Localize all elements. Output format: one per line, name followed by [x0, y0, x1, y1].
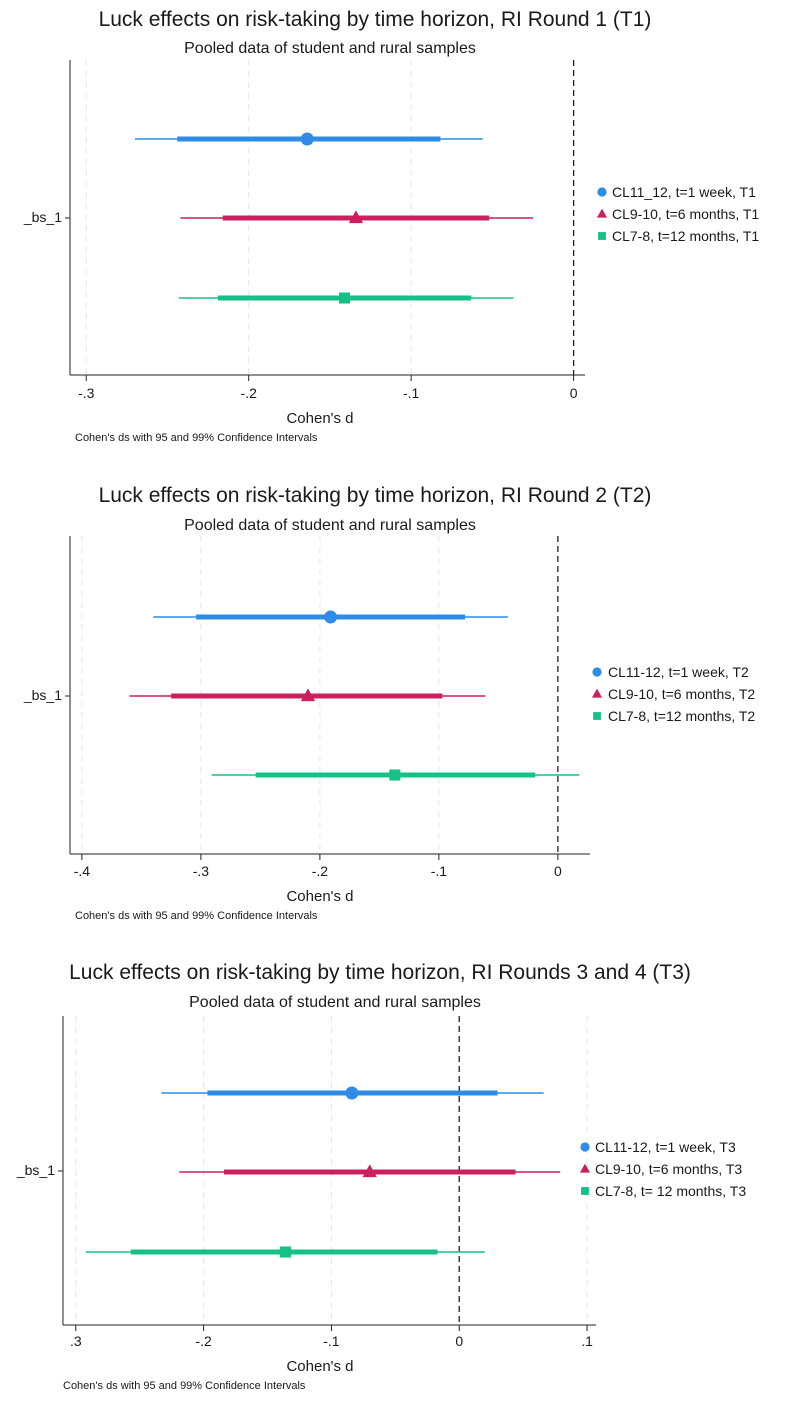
x-tick-label: -.2 [312, 863, 329, 879]
chart-title: Luck effects on risk-taking by time hori… [69, 961, 691, 984]
x-tick-label: -.1 [323, 1333, 340, 1349]
chart-note: Cohen's ds with 95 and 99% Confidence In… [75, 432, 318, 444]
legend-triangle-icon [591, 688, 603, 698]
x-tick-label: 0 [554, 863, 562, 879]
x-axis-title: Cohen's d [286, 410, 353, 427]
legend-triangle-icon [596, 208, 608, 218]
y-category-label: _bs_1 [23, 209, 62, 225]
chart-panel-t1: Luck effects on risk-taking by time hori… [0, 0, 792, 460]
x-tick-label: .3 [70, 1333, 82, 1349]
legend-entry: CL9-10, t=6 months, T3 [595, 1161, 742, 1177]
legend-circle-icon [597, 187, 607, 197]
series-circle [153, 610, 508, 624]
chart-panel-t2: Luck effects on risk-taking by time hori… [0, 474, 792, 934]
series-square [211, 769, 580, 781]
legend-square-icon [593, 712, 601, 720]
x-tick-label: .1 [581, 1333, 593, 1349]
point-estimate-triangle [348, 210, 364, 224]
series-triangle [129, 688, 486, 702]
legend-entry: CL7-8, t=12 months, T2 [608, 708, 755, 724]
legend-circle-icon [580, 1142, 590, 1152]
coefficient-plot-t1: Luck effects on risk-taking by time hori… [23, 8, 760, 444]
x-tick-label: -.4 [74, 863, 91, 879]
y-category-label: _bs_1 [23, 687, 62, 703]
legend-entry: CL9-10, t=6 months, T2 [608, 686, 755, 702]
chart-note: Cohen's ds with 95 and 99% Confidence In… [63, 1380, 306, 1392]
x-axis-title: Cohen's d [286, 888, 353, 905]
series-triangle [179, 1164, 561, 1178]
legend-circle-icon [592, 667, 602, 677]
chart-subtitle: Pooled data of student and rural samples [184, 517, 476, 534]
chart-note: Cohen's ds with 95 and 99% Confidence In… [75, 910, 318, 922]
point-estimate-triangle [300, 688, 316, 702]
x-tick-label: -.1 [403, 385, 420, 401]
chart-title: Luck effects on risk-taking by time hori… [99, 8, 652, 31]
x-axis-title: Cohen's d [286, 1358, 353, 1375]
legend-entry: CL11-12, t=1 week, T2 [608, 664, 749, 680]
point-estimate-square [389, 769, 401, 781]
series-square [178, 292, 514, 304]
point-estimate-square [339, 292, 351, 304]
series-triangle [180, 210, 534, 224]
chart-panel-t3: Luck effects on risk-taking by time hori… [0, 948, 792, 1403]
x-tick-label: -.1 [431, 863, 448, 879]
x-tick-label: -.2 [241, 385, 258, 401]
x-tick-label: 0 [455, 1333, 463, 1349]
legend-entry: CL9-10, t=6 months, T1 [612, 206, 759, 222]
y-category-label: _bs_1 [16, 1162, 55, 1178]
chart-subtitle: Pooled data of student and rural samples [184, 40, 476, 57]
chart-subtitle: Pooled data of student and rural samples [189, 994, 481, 1011]
point-estimate-triangle [362, 1164, 377, 1178]
coefficient-plot-t2: Luck effects on risk-taking by time hori… [23, 484, 756, 922]
legend-entry: CL7-8, t=12 months, T1 [612, 228, 759, 244]
chart-title: Luck effects on risk-taking by time hori… [99, 484, 652, 507]
legend-entry: CL7-8, t= 12 months, T3 [595, 1183, 746, 1199]
point-estimate-square [279, 1246, 291, 1258]
legend-square-icon [581, 1187, 589, 1195]
series-circle [161, 1086, 544, 1100]
legend-triangle-icon [579, 1163, 591, 1173]
x-tick-label: -.2 [195, 1333, 212, 1349]
x-tick-label: -.3 [78, 385, 95, 401]
coefficient-plot-t3: Luck effects on risk-taking by time hori… [16, 961, 746, 1392]
point-estimate-circle [300, 132, 314, 146]
series-square [86, 1246, 485, 1258]
series-circle [134, 132, 483, 146]
point-estimate-circle [345, 1086, 359, 1100]
x-tick-label: -.3 [193, 863, 210, 879]
point-estimate-circle [324, 610, 338, 624]
legend-entry: CL11_12, t=1 week, T1 [612, 184, 756, 200]
legend-entry: CL11-12, t=1 week, T3 [595, 1139, 736, 1155]
legend-square-icon [598, 232, 606, 240]
x-tick-label: 0 [570, 385, 578, 401]
